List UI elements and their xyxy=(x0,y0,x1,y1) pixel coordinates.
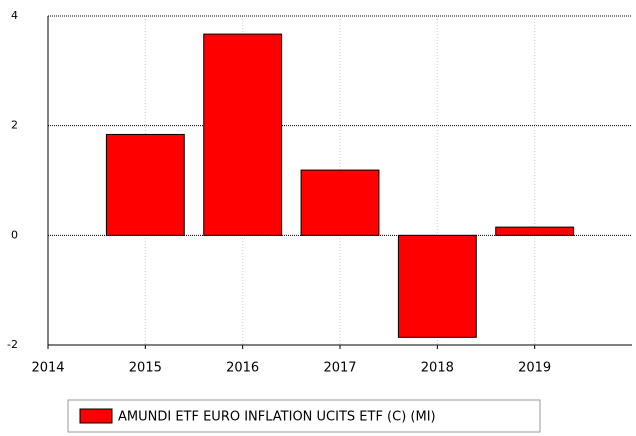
legend-box xyxy=(67,399,541,433)
legend-label: AMUNDI ETF EURO INFLATION UCITS ETF (C) … xyxy=(118,410,436,425)
y-tick-label: 4 xyxy=(11,9,18,22)
bar xyxy=(495,226,575,236)
y-tick-label: -2 xyxy=(7,338,18,351)
x-tick-label: 2018 xyxy=(421,361,454,376)
bar xyxy=(203,33,283,236)
x-tick-label: 2014 xyxy=(31,361,64,376)
bar xyxy=(397,234,477,338)
x-tick-label: 2019 xyxy=(518,361,551,376)
legend-swatch xyxy=(79,408,113,424)
y-tick-label: 0 xyxy=(11,228,18,241)
bar xyxy=(300,169,380,236)
x-tick-label: 2016 xyxy=(226,361,259,376)
y-tick-label: 2 xyxy=(11,119,18,132)
x-tick-label: 2017 xyxy=(323,361,356,376)
bar xyxy=(105,133,185,236)
x-tick-label: 2015 xyxy=(129,361,162,376)
